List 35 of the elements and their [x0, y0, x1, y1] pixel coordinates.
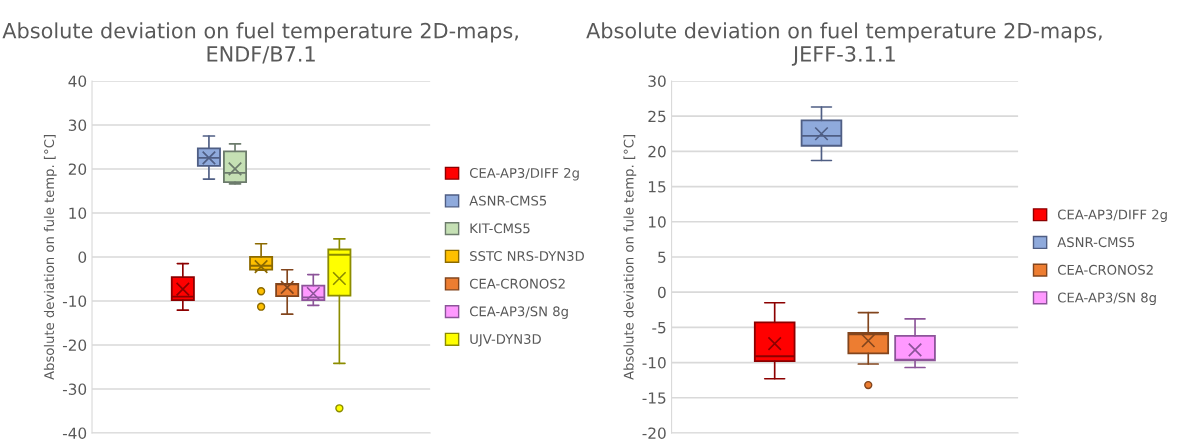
y-tick-label: -10 [62, 295, 87, 307]
y-tick-label: 5 [658, 251, 666, 263]
y-tick-label: -20 [62, 339, 87, 351]
y-tick-label: 40 [68, 75, 87, 87]
y-tick-label: -10 [642, 357, 666, 369]
y-tick-label: 15 [648, 181, 666, 193]
y-tick-label: 25 [648, 110, 666, 123]
y-tick-label: -15 [642, 392, 666, 404]
y-tick-label: 0 [78, 251, 87, 263]
y-tick-label: -30 [62, 383, 87, 395]
y-tick-label: 20 [68, 163, 87, 175]
legend-label: CEA-AP3/SN 8g [1057, 292, 1156, 306]
y-tick-label: -5 [652, 322, 666, 334]
y-tick-label: 20 [648, 145, 666, 158]
legend-label: CEA-AP3/DIFF 2g [1057, 209, 1167, 223]
legend-label: ASNR-CMS5 [469, 195, 547, 206]
chart-title: Absolute deviation on fuel temperature 2D-maps, ENDF/B7.1 [2, 22, 518, 64]
y-tick-label: -20 [642, 427, 666, 439]
y-tick-label: 30 [648, 75, 666, 87]
y-tick-label: 10 [648, 216, 666, 228]
legend-label: CEA-CRONOS2 [1057, 264, 1153, 275]
y-tick-label: -40 [62, 427, 87, 439]
y-axis-title: Absolute deviation on fule temp. [°C] [43, 135, 57, 380]
y-axis-title: Absolute deviation on fule temp. [°C] [623, 135, 637, 380]
legend-label: CEA-CRONOS2 [469, 278, 565, 289]
legend-label: CEA-AP3/SN 8g [469, 306, 568, 319]
y-tick-label: 0 [658, 286, 666, 299]
legend-label: CEA-AP3/DIFF 2g [469, 167, 579, 181]
legend-label: ASNR-CMS5 [1057, 237, 1135, 248]
legend-label: UJV-DYN3D [470, 334, 541, 347]
y-tick-label: 10 [69, 207, 87, 219]
legend-label: KIT-CMS5 [470, 223, 530, 234]
legend-label: SSTC NRS-DYN3D [470, 251, 584, 261]
chart-title: Absolute deviation on fuel temperature 2D-maps, JEFF-3.1.1 [586, 22, 1102, 66]
y-tick-label: 30 [68, 119, 87, 131]
